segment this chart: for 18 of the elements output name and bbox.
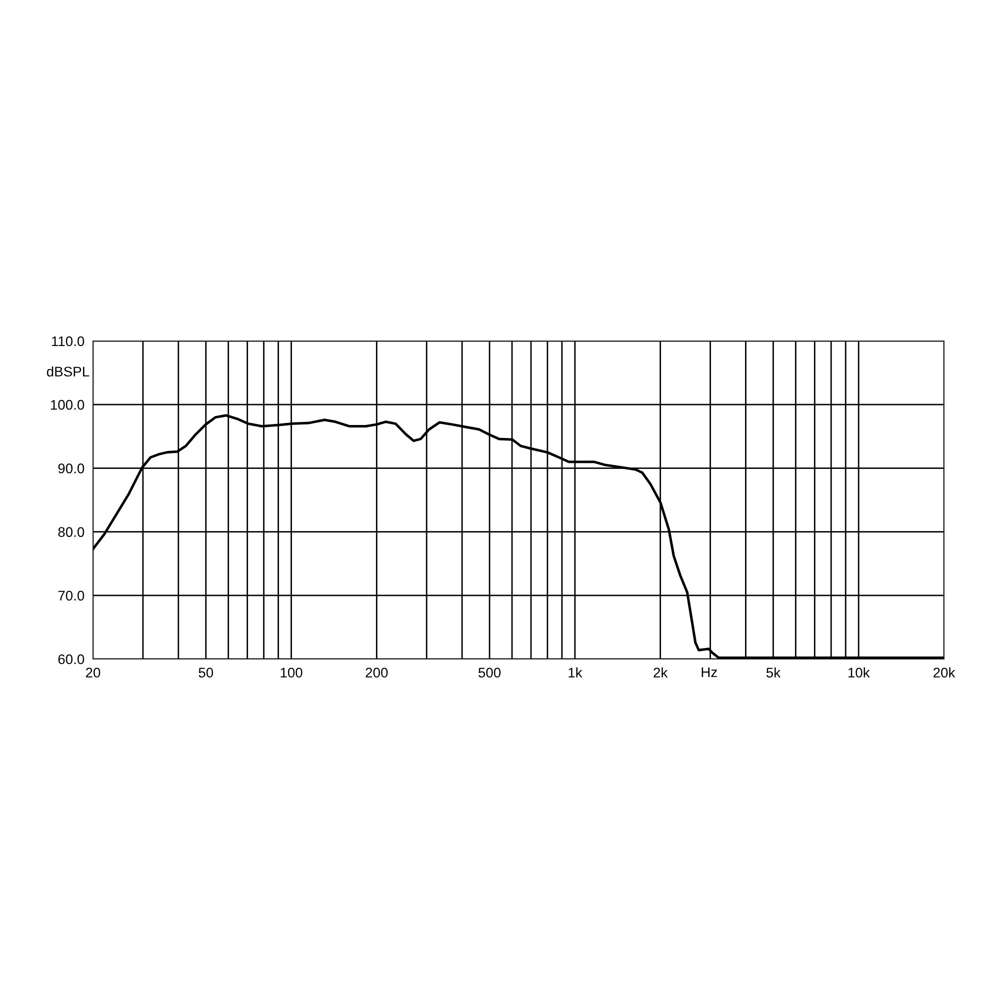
y-tick-label: 60.0 — [58, 654, 84, 664]
y-tick-label: 90.0 — [58, 464, 84, 474]
x-tick-label: 20 — [86, 668, 100, 678]
x-axis-title: Hz — [702, 667, 717, 678]
y-tick-label: 80.0 — [58, 527, 84, 537]
x-tick-label: 1k — [568, 667, 582, 678]
x-tick-label: 2k — [654, 667, 668, 678]
y-axis-title: dBSPL — [46, 366, 90, 377]
x-tick-label: 200 — [366, 668, 388, 678]
x-tick-label: 100 — [280, 668, 302, 678]
y-tick-label: 100.0 — [50, 400, 84, 410]
x-tick-label: 20k — [934, 667, 956, 678]
x-tick-label: 50 — [198, 668, 214, 678]
y-tick-label: 110.0 — [52, 336, 84, 346]
x-tick-label: 10k — [848, 667, 870, 678]
x-tick-label: 5k — [766, 667, 781, 678]
x-tick-label: 500 — [478, 668, 501, 678]
y-tick-label: 70.0 — [58, 590, 84, 601]
